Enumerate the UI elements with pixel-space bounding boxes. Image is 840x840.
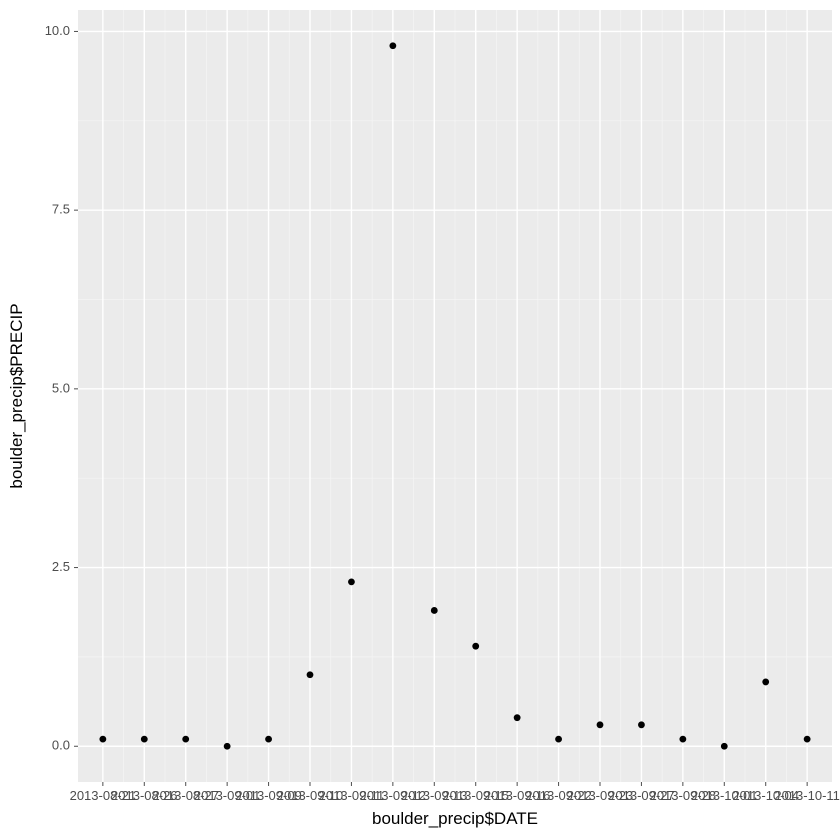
data-point	[224, 743, 231, 750]
x-tick-label: 2013-10-11	[774, 788, 840, 803]
data-point	[265, 736, 272, 743]
data-point	[555, 736, 562, 743]
x-axis-title: boulder_precip$DATE	[372, 809, 538, 828]
data-point	[348, 578, 355, 585]
y-tick-label: 2.5	[52, 559, 70, 574]
data-point	[472, 643, 479, 650]
data-point	[182, 736, 189, 743]
data-point	[389, 42, 396, 49]
data-point	[431, 607, 438, 614]
data-point	[99, 736, 106, 743]
y-axis-title: boulder_precip$PRECIP	[7, 303, 26, 488]
y-tick-label: 5.0	[52, 380, 70, 395]
data-point	[514, 714, 521, 721]
data-point	[804, 736, 811, 743]
data-point	[141, 736, 148, 743]
data-point	[597, 721, 604, 728]
y-tick-label: 10.0	[45, 23, 70, 38]
data-point	[762, 679, 769, 686]
data-point	[638, 721, 645, 728]
data-point	[679, 736, 686, 743]
y-tick-label: 7.5	[52, 202, 70, 217]
data-point	[307, 671, 314, 678]
data-point	[721, 743, 728, 750]
chart-svg: 0.02.55.07.510.02013-08-212013-08-262013…	[0, 0, 840, 840]
scatter-chart: 0.02.55.07.510.02013-08-212013-08-262013…	[0, 0, 840, 840]
y-tick-label: 0.0	[52, 738, 70, 753]
